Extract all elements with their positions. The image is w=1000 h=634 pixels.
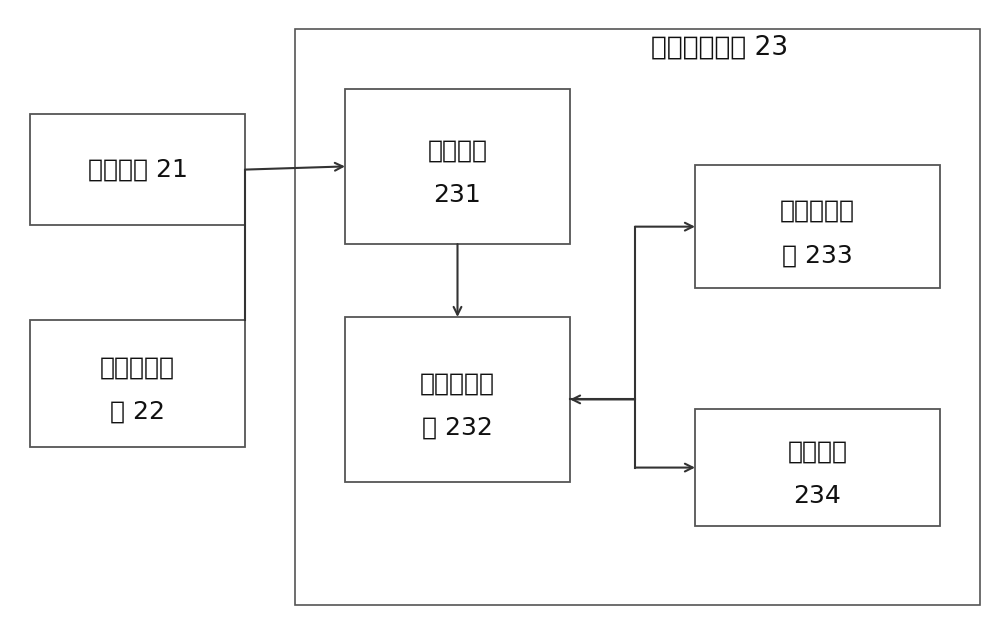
Bar xyxy=(30,114,245,225)
Text: 类型确定单: 类型确定单 xyxy=(420,372,495,396)
Bar xyxy=(345,89,570,244)
Text: 分析处理单元 23: 分析处理单元 23 xyxy=(651,34,789,61)
Bar xyxy=(695,165,940,288)
Text: 检测单元 21: 检测单元 21 xyxy=(88,158,187,181)
Text: 坐标获取单: 坐标获取单 xyxy=(780,199,855,223)
Text: 元 233: 元 233 xyxy=(782,243,853,267)
Text: 元 22: 元 22 xyxy=(110,400,165,424)
Bar xyxy=(30,320,245,447)
Bar xyxy=(295,29,980,605)
Text: 231: 231 xyxy=(434,183,481,207)
Text: 分发单元: 分发单元 xyxy=(787,440,847,463)
Text: 234: 234 xyxy=(794,484,841,508)
Bar xyxy=(695,409,940,526)
Bar xyxy=(345,317,570,482)
Text: 元 232: 元 232 xyxy=(422,416,493,440)
Text: 图像采集单: 图像采集单 xyxy=(100,356,175,380)
Text: 判断单元: 判断单元 xyxy=(427,139,487,162)
